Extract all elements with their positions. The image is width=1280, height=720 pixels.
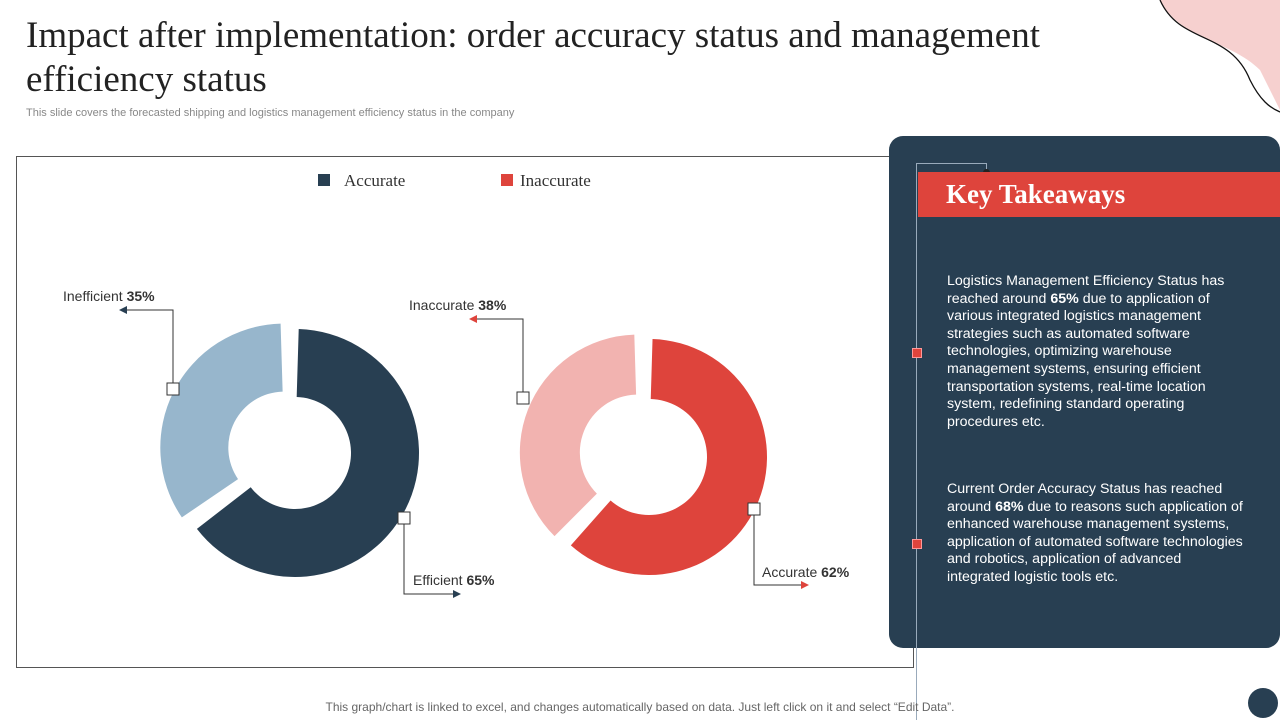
nav-circle-button[interactable]: [1248, 688, 1278, 718]
connector-line: [986, 163, 987, 171]
bullet-marker: [912, 348, 922, 358]
page-subtitle: This slide covers the forecasted shippin…: [26, 107, 515, 119]
key-takeaways-title: Key Takeaways: [946, 179, 1126, 209]
data-label-efficient: Efficient 65%: [413, 572, 495, 588]
footer-note: This graph/chart is linked to excel, and…: [325, 700, 955, 714]
leader-line: [753, 509, 803, 586]
leader-marker: [516, 391, 530, 405]
legend-swatch-accurate: [318, 174, 330, 186]
donut-charts: Accurate Inaccurate Efficient 65% Ineffic…: [63, 171, 850, 598]
key-takeaways-header: Key Takeaways: [918, 172, 1280, 217]
donut-slice-efficient[interactable]: [196, 329, 420, 577]
takeaway-efficiency: Logistics Management Efficiency Status h…: [947, 273, 1225, 430]
bullet-marker: [912, 539, 922, 549]
decorative-swoosh: [1159, 0, 1280, 113]
leader-marker: [747, 502, 761, 516]
legend-swatch-inaccurate: [501, 174, 513, 186]
connector-line: [916, 163, 986, 164]
donut-slice-accurate[interactable]: [570, 339, 768, 575]
donut-slice-inaccurate[interactable]: [519, 334, 637, 537]
takeaway-accuracy: Current Order Accuracy Status has reache…: [947, 481, 1243, 585]
arrow-icon: [119, 306, 127, 314]
data-label-inaccurate: Inaccurate 38%: [409, 297, 507, 313]
leader-marker: [166, 382, 180, 396]
page-title: Impact after implementation: order accur…: [26, 15, 1040, 100]
arrow-icon: [469, 315, 477, 323]
data-label-inefficient: Inefficient 35%: [63, 288, 155, 304]
legend-label-accurate: Accurate: [344, 171, 405, 190]
timeline-line: [916, 163, 917, 720]
leader-marker: [397, 511, 411, 525]
data-label-accurate: Accurate 62%: [762, 564, 850, 580]
leader-line: [125, 309, 174, 389]
donut-slice-inefficient[interactable]: [160, 323, 283, 518]
arrow-icon: [453, 590, 461, 598]
chart-area[interactable]: Accurate Inaccurate Efficient 65% Ineffic…: [16, 156, 914, 668]
leader-line: [475, 318, 524, 398]
arrow-icon: [801, 581, 809, 589]
legend-label-inaccurate: Inaccurate: [520, 171, 591, 190]
key-takeaways-panel: [889, 136, 1280, 648]
leader-line: [403, 518, 455, 595]
